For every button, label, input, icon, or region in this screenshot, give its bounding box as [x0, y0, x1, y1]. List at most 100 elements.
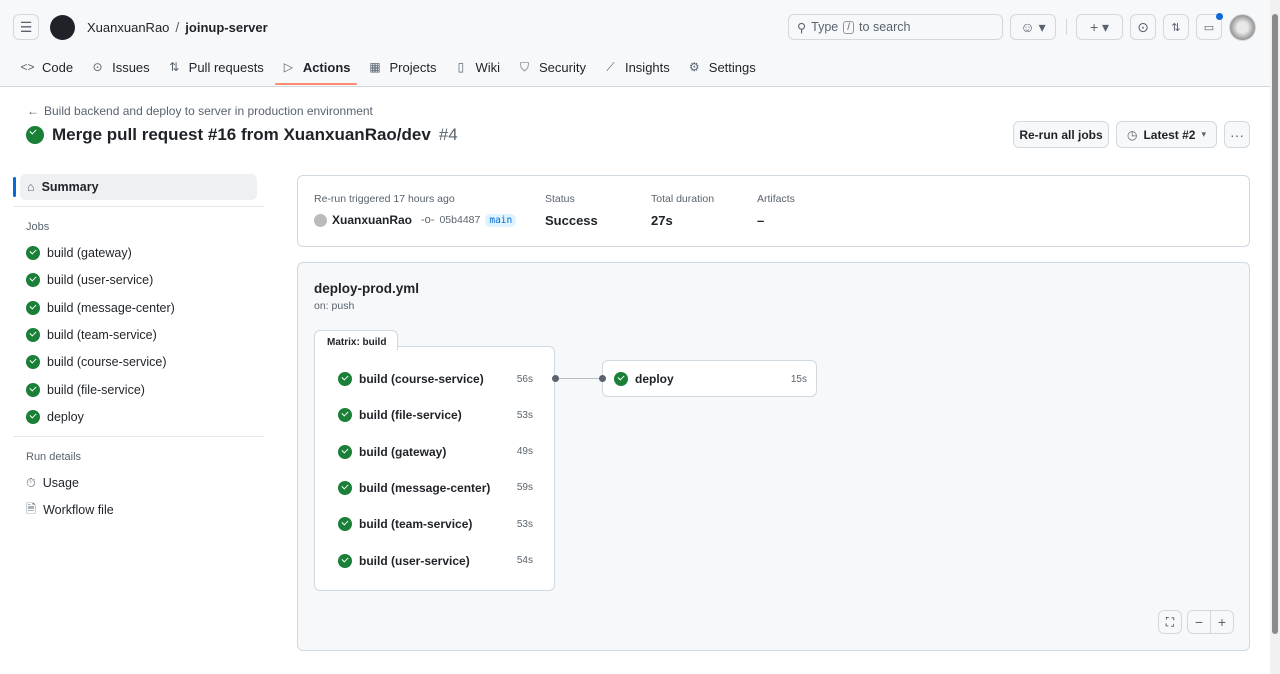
- scrollbar-thumb[interactable]: [1272, 14, 1278, 634]
- matrix-job-node[interactable]: build (gateway) 49s: [338, 444, 533, 459]
- run-number: #4: [438, 125, 458, 144]
- code-icon: <>: [20, 59, 35, 74]
- sidebar-job-item[interactable]: build (course-service): [26, 352, 166, 372]
- active-tab-indicator: [275, 83, 357, 85]
- artifacts-value: –: [757, 213, 765, 228]
- tab-actions[interactable]: ▷ Actions: [281, 56, 351, 78]
- matrix-job-node[interactable]: build (file-service) 53s: [338, 408, 533, 423]
- sidebar-job-item[interactable]: deploy: [26, 407, 84, 427]
- connector-dot: [599, 375, 606, 382]
- matrix-tab: Matrix: build: [314, 330, 398, 350]
- gear-icon: ⚙: [688, 59, 700, 74]
- divider: [13, 206, 264, 207]
- table-icon: ▦: [369, 59, 381, 74]
- owner-link[interactable]: XuanxuanRao: [87, 19, 170, 35]
- success-check-icon: [26, 246, 40, 260]
- book-icon: ▯: [457, 59, 465, 74]
- workflow-back-link[interactable]: ← Build backend and deploy to server in p…: [27, 104, 373, 118]
- trigger-label: Re-run triggered 17 hours ago: [314, 193, 455, 205]
- rerun-all-jobs-button[interactable]: Re-run all jobs: [1013, 121, 1109, 148]
- sidebar-job-item[interactable]: build (user-service): [26, 270, 153, 290]
- sidebar-job-item[interactable]: build (gateway): [26, 243, 132, 263]
- actor-avatar: [314, 213, 327, 227]
- issue-icon: ⊙: [1137, 18, 1149, 35]
- plus-icon: + ▾: [1089, 18, 1110, 35]
- success-check-icon: [26, 327, 40, 342]
- run-summary-card: Re-run triggered 17 hours ago XuanxuanRa…: [297, 175, 1250, 247]
- matrix-job-node[interactable]: build (course-service) 56s: [338, 372, 533, 386]
- shield-icon: ⛉: [519, 59, 529, 74]
- attempt-select[interactable]: ◷ Latest #2 ▾: [1116, 121, 1217, 148]
- sidebar-item-summary[interactable]: ⌂ Summary: [20, 174, 257, 200]
- tab-projects[interactable]: ▦ Projects: [369, 59, 437, 75]
- commit-icon: -o-: [421, 214, 435, 226]
- success-check-icon: [26, 300, 40, 315]
- divider: [1066, 19, 1067, 35]
- actor-link[interactable]: XuanxuanRao: [332, 213, 413, 227]
- connector-dot: [552, 375, 559, 382]
- copilot-button[interactable]: ☺ ▾: [1010, 14, 1056, 40]
- zoom-in-button[interactable]: +: [1210, 610, 1234, 634]
- sidebar-job-item[interactable]: build (file-service): [26, 380, 145, 400]
- sidebar-job-item[interactable]: build (team-service): [26, 325, 157, 345]
- run-details-heading: Run details: [26, 451, 82, 463]
- pull-request-icon: ⇅: [169, 59, 180, 74]
- success-check-icon: [26, 382, 40, 397]
- success-check-icon: [338, 408, 352, 423]
- search-input[interactable]: ⚲ Type / to search: [788, 14, 1003, 40]
- success-check-icon: [26, 126, 44, 144]
- success-check-icon: [26, 355, 40, 370]
- sidebar-item-usage[interactable]: ⏱ Usage: [26, 475, 79, 491]
- success-check-icon: [338, 553, 352, 568]
- deploy-job-node[interactable]: deploy 15s: [602, 360, 817, 397]
- tab-wiki[interactable]: ▯ Wiki: [453, 56, 500, 78]
- success-check-icon: [338, 372, 352, 386]
- more-options-button[interactable]: ···: [1224, 121, 1250, 148]
- kebab-icon: ···: [1230, 126, 1244, 143]
- github-logo-icon[interactable]: [50, 15, 75, 40]
- hamburger-icon: ☰: [19, 18, 33, 35]
- file-code-icon: 🗎: [26, 501, 37, 516]
- search-icon: ⚲: [797, 20, 807, 35]
- success-check-icon: [338, 517, 352, 532]
- jobs-heading: Jobs: [26, 221, 50, 233]
- tab-settings[interactable]: ⚙ Settings: [687, 56, 756, 78]
- commit-link[interactable]: 05b4487: [439, 214, 481, 226]
- fullscreen-button[interactable]: ⛶: [1158, 610, 1182, 634]
- workflow-trigger: on: push: [314, 300, 355, 312]
- inbox-icon: ▭: [1203, 21, 1215, 34]
- sidebar-item-workflow-file[interactable]: 🗎 Workflow file: [26, 500, 114, 520]
- menu-button[interactable]: ☰: [13, 14, 39, 40]
- success-check-icon: [26, 273, 40, 288]
- create-new-button[interactable]: + ▾: [1076, 14, 1123, 40]
- zoom-out-button[interactable]: −: [1187, 610, 1211, 634]
- tab-insights[interactable]: ⟋ Insights: [603, 56, 670, 78]
- scrollbar[interactable]: [1270, 0, 1280, 674]
- tab-code[interactable]: <> Code: [20, 59, 74, 75]
- avatar[interactable]: [1229, 14, 1256, 41]
- issues-button[interactable]: ⊙: [1130, 14, 1156, 40]
- sidebar-job-item[interactable]: build (message-center): [26, 298, 175, 318]
- notification-dot: [1216, 13, 1223, 20]
- copilot-icon: ☺ ▾: [1020, 18, 1046, 35]
- matrix-job-node[interactable]: build (message-center) 59s: [338, 480, 533, 495]
- graph-icon: ⟋: [606, 59, 615, 74]
- trigger-info: XuanxuanRao -o- 05b4487 main: [314, 213, 517, 227]
- arrow-left-icon: ←: [27, 104, 39, 118]
- page-title: Merge pull request #16 from XuanxuanRao/…: [26, 125, 458, 145]
- caret-down-icon: ▾: [1201, 129, 1207, 139]
- matrix-job-node[interactable]: build (team-service) 53s: [338, 517, 533, 532]
- matrix-group: build (course-service) 56s build (file-ser…: [314, 346, 555, 591]
- history-icon: ◷: [1126, 127, 1138, 142]
- tab-issues[interactable]: ⊙ Issues: [90, 56, 150, 78]
- repo-link[interactable]: joinup-server: [185, 19, 268, 35]
- tab-security[interactable]: ⛉ Security: [517, 56, 586, 78]
- breadcrumb-separator: /: [175, 19, 180, 35]
- branch-badge[interactable]: main: [485, 213, 517, 227]
- tab-pull-requests[interactable]: ⇅ Pull requests: [167, 56, 264, 78]
- pull-requests-button[interactable]: ⇅: [1163, 14, 1189, 40]
- divider: [13, 436, 264, 437]
- home-icon: ⌂: [27, 180, 35, 194]
- success-check-icon: [338, 480, 352, 495]
- matrix-job-node[interactable]: build (user-service) 54s: [338, 553, 533, 568]
